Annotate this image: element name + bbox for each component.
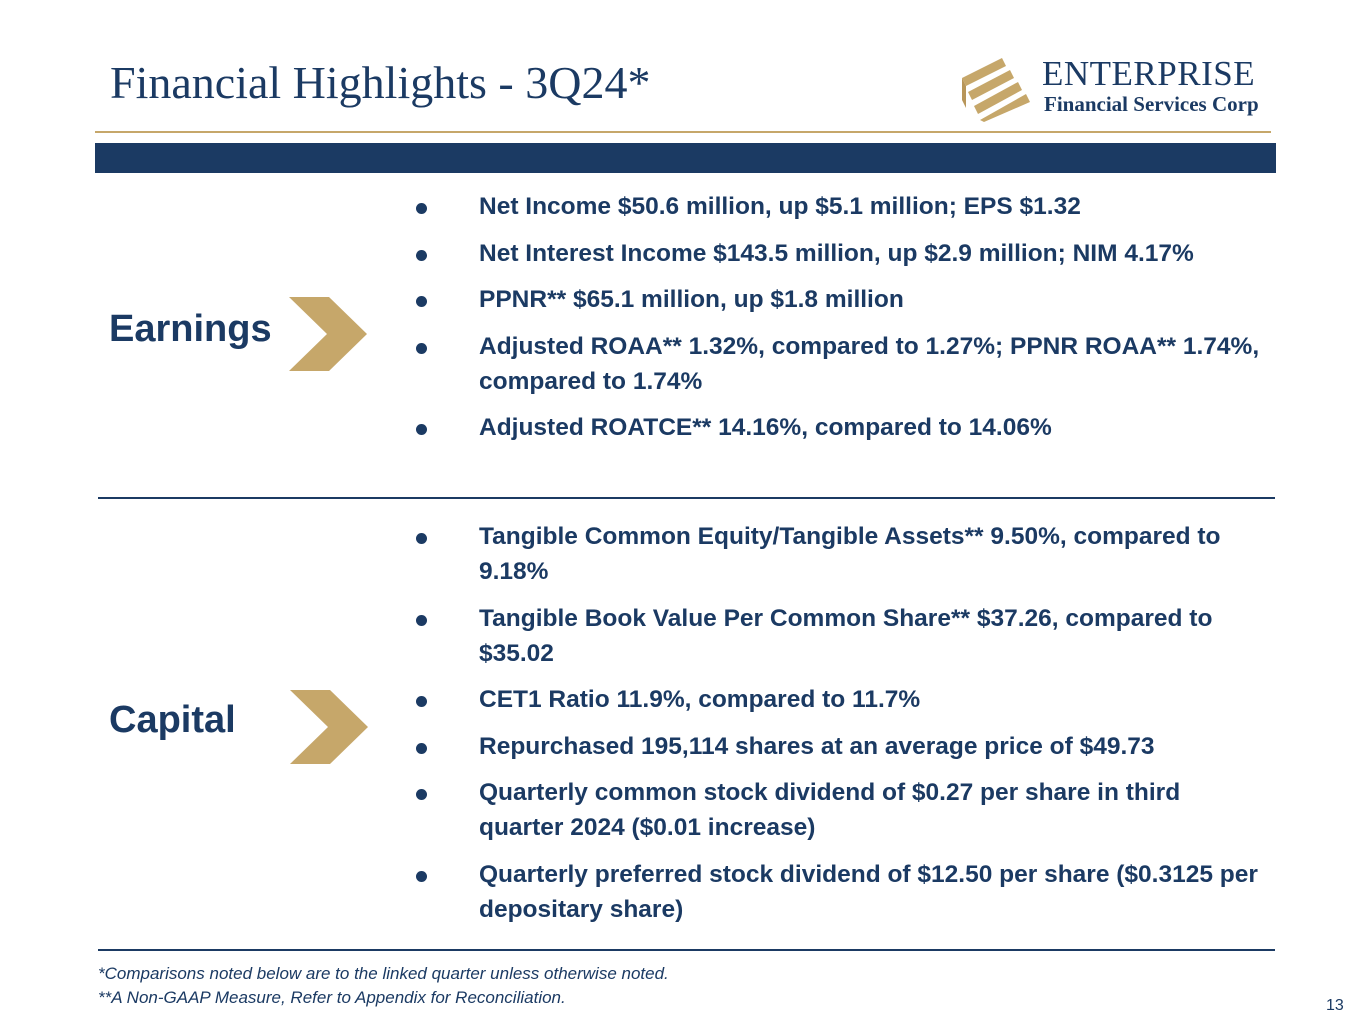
logo-name: ENTERPRISE xyxy=(1042,54,1256,93)
bullet-icon xyxy=(416,789,427,800)
earnings-label: Earnings xyxy=(109,308,272,350)
bullet-icon xyxy=(416,249,427,261)
capital-bullet-list: Tangible Common Equity/Tangible Assets**… xyxy=(410,519,1270,938)
footnote-non-gaap: **A Non-GAAP Measure, Refer to Appendix … xyxy=(98,988,566,1007)
bullet-icon xyxy=(416,296,427,307)
list-item: Quarterly common stock dividend of $0.27… xyxy=(410,775,1270,845)
company-logo: ENTERPRISE Financial Services Corp xyxy=(962,56,1274,122)
list-item: Tangible Common Equity/Tangible Assets**… xyxy=(410,519,1270,589)
footer-divider xyxy=(98,949,1275,951)
capital-label: Capital xyxy=(109,699,236,741)
bullet-icon xyxy=(416,203,427,214)
list-item: PPNR** $65.1 million, up $1.8 million xyxy=(410,282,1270,317)
footnote-comparisons: *Comparisons noted below are to the link… xyxy=(98,964,669,983)
logo-stripes-icon xyxy=(962,58,1030,122)
section-divider xyxy=(98,497,1275,499)
gold-divider xyxy=(95,131,1271,133)
header-band xyxy=(95,143,1276,173)
list-item: CET1 Ratio 11.9%, compared to 11.7% xyxy=(410,682,1270,717)
list-item: Tangible Book Value Per Common Share** $… xyxy=(410,601,1270,671)
list-item: Adjusted ROATCE** 14.16%, compared to 14… xyxy=(410,410,1270,445)
bullet-icon xyxy=(416,533,427,544)
bullet-icon xyxy=(416,696,427,707)
page-title: Financial Highlights - 3Q24* xyxy=(110,57,651,108)
earnings-bullet-list: Net Income $50.6 million, up $5.1 millio… xyxy=(410,189,1270,457)
bullet-icon xyxy=(416,870,427,882)
earnings-chevron-icon xyxy=(289,297,367,371)
list-item: Quarterly preferred stock dividend of $1… xyxy=(410,857,1270,927)
capital-chevron-icon xyxy=(290,690,368,764)
bullet-icon xyxy=(416,742,427,754)
list-item: Net Interest Income $143.5 million, up $… xyxy=(410,236,1270,271)
bullet-icon xyxy=(416,614,427,626)
logo-subtitle: Financial Services Corp xyxy=(1044,92,1259,116)
page-number: 13 xyxy=(1326,997,1344,1014)
bullet-icon xyxy=(416,424,427,435)
list-item: Net Income $50.6 million, up $5.1 millio… xyxy=(410,189,1270,224)
list-item: Adjusted ROAA** 1.32%, compared to 1.27%… xyxy=(410,329,1270,399)
list-item: Repurchased 195,114 shares at an average… xyxy=(410,729,1270,764)
bullet-icon xyxy=(416,342,427,354)
